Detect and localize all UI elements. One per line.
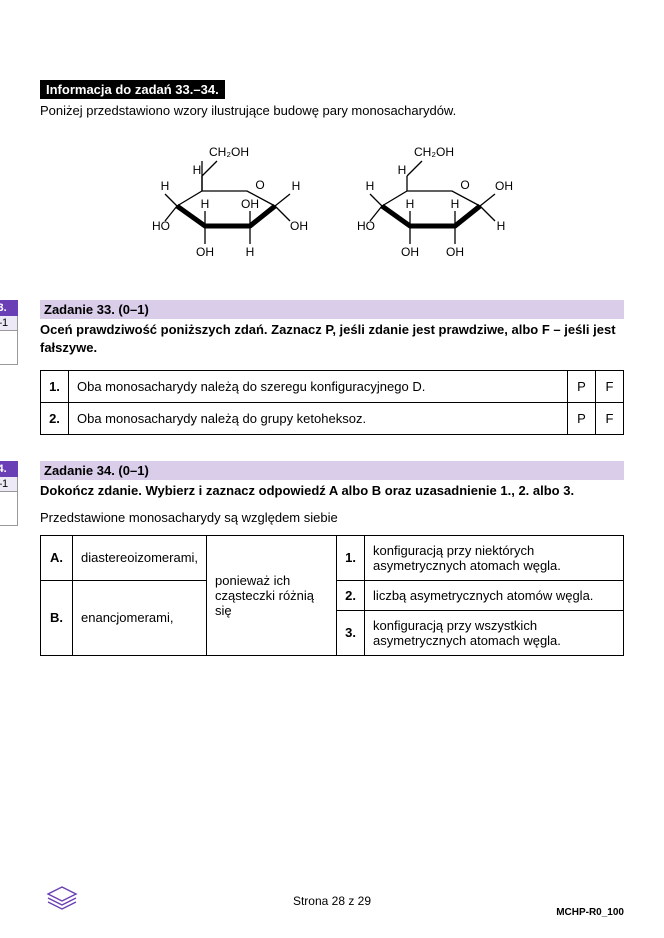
reason-1-label[interactable]: 1. xyxy=(337,535,365,580)
choice-a-label[interactable]: A. xyxy=(41,535,73,580)
footer-code: MCHP-R0_100 xyxy=(556,907,624,918)
sugar-structure-right: CH₂OH O H HO OH H H OH H OH H xyxy=(352,136,517,276)
task-33-badge-num: 33. xyxy=(0,300,18,316)
reason-2-label[interactable]: 2. xyxy=(337,580,365,610)
svg-text:OH: OH xyxy=(401,245,419,259)
svg-text:OH: OH xyxy=(290,219,308,233)
svg-text:H: H xyxy=(193,163,202,177)
svg-text:OH: OH xyxy=(196,245,214,259)
svg-text:O: O xyxy=(255,178,264,192)
svg-text:H: H xyxy=(246,245,255,259)
task-34-instruction: Dokończ zdanie. Wybierz i zaznacz odpowi… xyxy=(40,482,624,500)
svg-text:H: H xyxy=(161,179,170,193)
info-header: Informacja do zadań 33.–34. xyxy=(40,80,624,99)
footer-stack-icon xyxy=(44,885,80,918)
reason-3-label[interactable]: 3. xyxy=(337,610,365,655)
task-33-badge-box xyxy=(0,331,18,365)
info-header-text: Informacja do zadań 33.–34. xyxy=(40,80,225,99)
choice-f[interactable]: F xyxy=(596,403,624,435)
svg-text:OH: OH xyxy=(446,245,464,259)
choice-b-label[interactable]: B. xyxy=(41,580,73,655)
task-34-badge: 34. 0–1 xyxy=(0,461,18,526)
table-row: 2. Oba monosacharydy należą do grupy ket… xyxy=(41,403,624,435)
svg-text:CH₂OH: CH₂OH xyxy=(414,145,454,159)
choice-p[interactable]: P xyxy=(568,403,596,435)
task-34: 34. 0–1 Zadanie 34. (0–1) Dokończ zdanie… xyxy=(40,461,624,656)
choice-f[interactable]: F xyxy=(596,371,624,403)
svg-text:H: H xyxy=(201,197,210,211)
svg-text:HO: HO xyxy=(357,219,375,233)
task-34-badge-pts: 0–1 xyxy=(0,477,18,492)
task-33-instruction: Oceń prawdziwość poniższych zdań. Zaznac… xyxy=(40,321,624,356)
choice-b-text: enancjomerami, xyxy=(73,580,207,655)
info-text: Poniżej przedstawiono wzory ilustrujące … xyxy=(40,103,624,118)
mid-text: ponieważ ich cząsteczki różnią się xyxy=(207,535,337,655)
task-33-title: Zadanie 33. (0–1) xyxy=(40,300,624,319)
task-34-badge-box xyxy=(0,492,18,526)
choice-p[interactable]: P xyxy=(568,371,596,403)
task-34-badge-num: 34. xyxy=(0,461,18,477)
task-33: 33. 0–1 Zadanie 33. (0–1) Oceń prawdziwo… xyxy=(40,300,624,435)
page-footer: Strona 28 z 29 xyxy=(0,894,664,908)
reason-1-text: konfiguracją przy niektórych asymetryczn… xyxy=(365,535,624,580)
svg-text:H: H xyxy=(398,163,407,177)
svg-text:O: O xyxy=(460,178,469,192)
svg-text:H: H xyxy=(366,179,375,193)
svg-text:H: H xyxy=(406,197,415,211)
table-row: 1. Oba monosacharydy należą do szeregu k… xyxy=(41,371,624,403)
sugar-structure-left: CH₂OH O H HO H OH H OH OH H H xyxy=(147,136,312,276)
row-text: Oba monosacharydy należą do grupy ketohe… xyxy=(69,403,568,435)
task-34-title: Zadanie 34. (0–1) xyxy=(40,461,624,480)
task-33-badge: 33. 0–1 xyxy=(0,300,18,365)
task-33-badge-pts: 0–1 xyxy=(0,316,18,331)
svg-text:H: H xyxy=(497,219,506,233)
row-text: Oba monosacharydy należą do szeregu konf… xyxy=(69,371,568,403)
structures-row: CH₂OH O H HO H OH H OH OH H H xyxy=(40,136,624,276)
svg-text:HO: HO xyxy=(152,219,170,233)
svg-text:CH₂OH: CH₂OH xyxy=(209,145,249,159)
table-row: A. diastereoizomerami, ponieważ ich cząs… xyxy=(41,535,624,580)
choice-a-text: diastereoizomerami, xyxy=(73,535,207,580)
svg-text:OH: OH xyxy=(495,179,513,193)
task-33-table: 1. Oba monosacharydy należą do szeregu k… xyxy=(40,370,624,435)
reason-2-text: liczbą asymetrycznych atomów węgla. xyxy=(365,580,624,610)
svg-text:H: H xyxy=(451,197,460,211)
svg-text:H: H xyxy=(292,179,301,193)
svg-text:OH: OH xyxy=(241,197,259,211)
task-34-table: A. diastereoizomerami, ponieważ ich cząs… xyxy=(40,535,624,656)
row-number: 1. xyxy=(41,371,69,403)
row-number: 2. xyxy=(41,403,69,435)
task-34-lead: Przedstawione monosacharydy są względem … xyxy=(40,510,624,525)
reason-3-text: konfiguracją przy wszystkich asymetryczn… xyxy=(365,610,624,655)
